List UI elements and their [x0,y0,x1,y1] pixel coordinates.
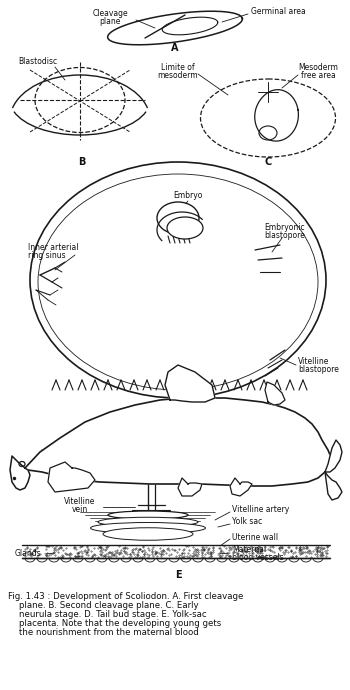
Text: blastopore: blastopore [264,232,305,241]
Ellipse shape [30,162,326,398]
Text: Inner arterial: Inner arterial [28,244,78,253]
Text: blastopore: blastopore [298,366,339,375]
Polygon shape [48,462,95,492]
Text: Embryonic: Embryonic [264,224,305,233]
Ellipse shape [103,528,193,540]
Text: Embryo: Embryo [173,190,203,199]
Text: Germinal area: Germinal area [251,8,305,17]
Text: E: E [175,570,181,580]
Ellipse shape [167,217,203,239]
Polygon shape [230,478,252,496]
Ellipse shape [108,511,188,519]
Text: free area: free area [301,72,335,81]
Text: D: D [174,403,182,413]
Text: Limite of: Limite of [161,63,195,72]
Text: C: C [264,157,272,167]
Polygon shape [15,398,332,486]
Polygon shape [325,472,342,500]
Text: Vitelline: Vitelline [64,497,96,506]
Polygon shape [10,456,30,490]
Ellipse shape [98,518,198,526]
Text: neurula stage. D. Tail bud stage. E. Yolk-sac: neurula stage. D. Tail bud stage. E. Yol… [8,610,206,619]
Ellipse shape [157,202,199,234]
Text: mesoderm: mesoderm [158,72,198,81]
Text: B: B [78,157,86,167]
Text: Uterine wall: Uterine wall [232,533,278,542]
Text: Vitelline: Vitelline [298,357,329,366]
Polygon shape [325,440,342,472]
Text: Blastodisc: Blastodisc [19,57,57,66]
Polygon shape [178,478,202,496]
Text: Maternal: Maternal [232,546,266,555]
Text: Glands: Glands [15,549,42,558]
Text: Yolk sac: Yolk sac [232,518,262,526]
Text: vein: vein [72,504,88,513]
Text: Mesoderm: Mesoderm [298,63,338,72]
Text: placenta. Note that the developing young gets: placenta. Note that the developing young… [8,619,221,628]
Text: Cleavage: Cleavage [92,10,128,19]
Text: plane: plane [99,17,121,26]
Text: plane. B. Second cleavage plane. C. Early: plane. B. Second cleavage plane. C. Earl… [8,601,199,610]
Text: blood vessels: blood vessels [232,553,284,562]
Polygon shape [165,365,215,402]
Ellipse shape [91,522,205,533]
Text: Vitelline artery: Vitelline artery [232,506,289,515]
Text: ring sinus: ring sinus [28,251,66,261]
Text: A: A [171,43,179,53]
Polygon shape [265,382,285,405]
Text: Fig. 1.43 : Development of Scoliodon. A. First cleavage: Fig. 1.43 : Development of Scoliodon. A.… [8,592,243,601]
Text: the nourishment from the maternal blood: the nourishment from the maternal blood [8,628,199,637]
